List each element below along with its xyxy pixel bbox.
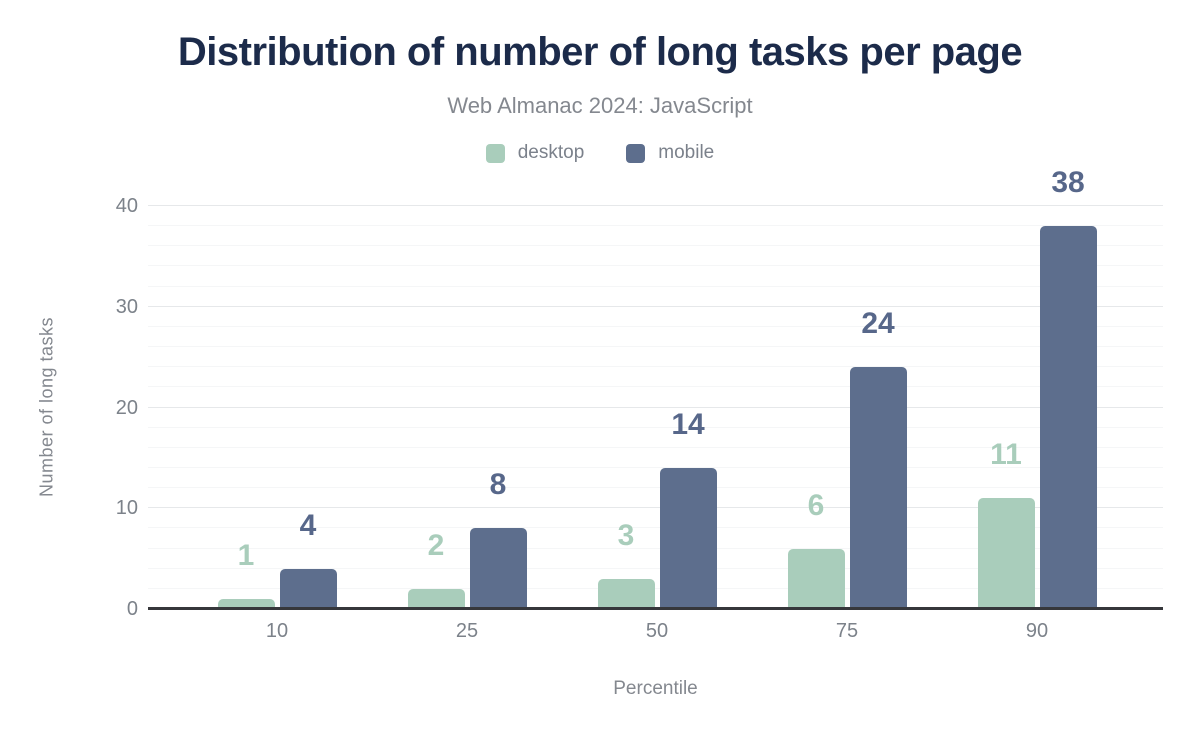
bar-group-p75 — [787, 367, 907, 609]
value-label-mobile-p10: 4 — [299, 508, 317, 542]
value-label-mobile-p25: 8 — [489, 468, 507, 502]
bar-group-p90 — [977, 226, 1097, 609]
bar-mobile-p90 — [1039, 226, 1097, 609]
value-label-desktop-p75: 6 — [807, 488, 825, 522]
value-label-desktop-p10: 1 — [237, 538, 255, 572]
bar-group-p10 — [217, 568, 337, 609]
value-label-desktop-p90: 11 — [990, 438, 1022, 472]
x-tick-label-90: 90 — [1025, 620, 1049, 642]
chart-title: Distribution of number of long tasks per… — [177, 30, 1023, 74]
major-gridline-y20 — [148, 406, 1163, 408]
minor-gridline-y14 — [148, 466, 1163, 468]
bar-group-p25 — [407, 528, 527, 609]
value-label-desktop-p25: 2 — [427, 528, 445, 562]
value-label-mobile-p75: 24 — [861, 307, 895, 341]
minor-gridline-y6 — [148, 547, 1163, 549]
minor-gridline-y32 — [148, 285, 1163, 287]
bar-mobile-p50 — [659, 467, 717, 609]
minor-gridline-y36 — [148, 245, 1163, 247]
x-tick-label-50: 50 — [645, 620, 669, 642]
x-axis-line — [148, 607, 1163, 610]
minor-gridline-y26 — [148, 346, 1163, 348]
minor-gridline-y2 — [148, 587, 1163, 589]
x-tick-label-10: 10 — [265, 620, 289, 642]
major-gridline-y40 — [148, 205, 1163, 206]
minor-gridline-y4 — [148, 567, 1163, 569]
bar-desktop-p10 — [217, 598, 275, 609]
value-label-desktop-p50: 3 — [617, 518, 635, 552]
minor-gridline-y18 — [148, 426, 1163, 428]
value-label-mobile-p50: 14 — [671, 407, 705, 441]
y-tick-label-10: 10 — [115, 497, 138, 520]
plot-area: 1 4 2 8 3 14 6 24 11 38 — [148, 168, 1163, 609]
bar-mobile-p10 — [279, 568, 337, 609]
minor-gridline-y16 — [148, 446, 1163, 448]
legend-item-desktop[interactable]: desktop — [485, 142, 585, 164]
bar-mobile-p25 — [469, 528, 527, 609]
mobile-legend-swatch — [626, 143, 646, 163]
minor-gridline-y22 — [148, 386, 1163, 388]
major-gridline-y30 — [148, 305, 1163, 307]
minor-gridline-y34 — [148, 265, 1163, 267]
x-tick-label-25: 25 — [455, 620, 479, 642]
minor-gridline-y24 — [148, 366, 1163, 368]
minor-gridline-y8 — [148, 527, 1163, 529]
bar-mobile-p75 — [849, 367, 907, 609]
value-label-mobile-p90: 38 — [1051, 166, 1085, 200]
legend-item-mobile[interactable]: mobile — [626, 142, 714, 164]
bar-desktop-p90 — [977, 498, 1035, 609]
desktop-legend-label: desktop — [517, 142, 585, 163]
y-tick-label-30: 30 — [115, 295, 138, 318]
y-tick-label-40: 40 — [115, 195, 138, 217]
minor-gridline-y12 — [148, 487, 1163, 489]
bar-desktop-p25 — [407, 588, 465, 609]
bar-desktop-p50 — [597, 578, 655, 609]
minor-gridline-y28 — [148, 325, 1163, 327]
desktop-legend-swatch — [485, 143, 505, 163]
chart-subtitle: Web Almanac 2024: JavaScript — [447, 93, 753, 118]
mobile-legend-label: mobile — [658, 142, 715, 163]
minor-gridline-y38 — [148, 225, 1163, 227]
x-axis-title: Percentile — [613, 678, 698, 699]
y-tick-label-0: 0 — [126, 598, 138, 620]
x-tick-label-75: 75 — [835, 620, 859, 642]
bar-group-p50 — [597, 467, 717, 609]
y-tick-label-20: 20 — [115, 396, 138, 419]
legend: desktop mobile — [0, 142, 1200, 164]
bar-desktop-p75 — [787, 548, 845, 609]
major-gridline-y10 — [148, 507, 1163, 509]
